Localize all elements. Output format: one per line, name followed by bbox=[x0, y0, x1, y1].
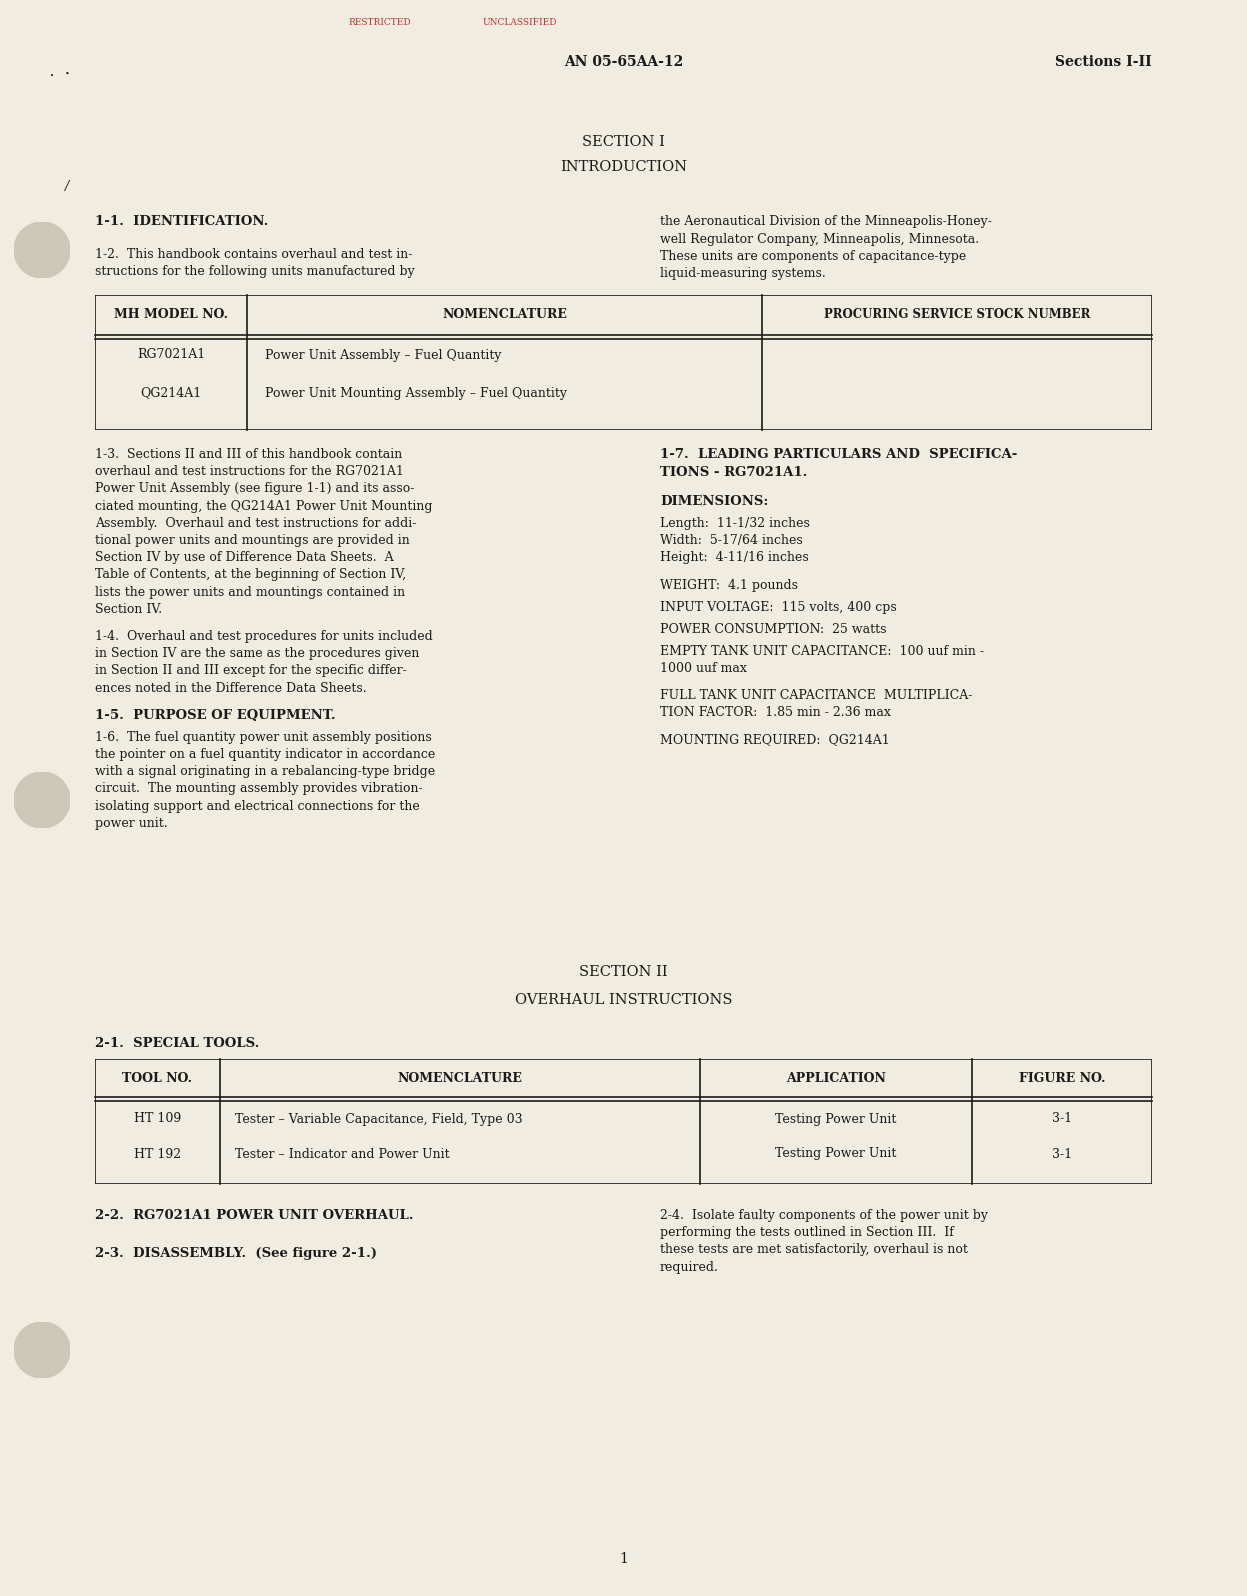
Text: Power Unit Mounting Assembly – Fuel Quantity: Power Unit Mounting Assembly – Fuel Quan… bbox=[266, 386, 567, 399]
Text: tional power units and mountings are provided in: tional power units and mountings are pro… bbox=[95, 535, 410, 547]
Text: 2-1.  SPECIAL TOOLS.: 2-1. SPECIAL TOOLS. bbox=[95, 1037, 259, 1050]
Text: 1000 uuf max: 1000 uuf max bbox=[660, 662, 747, 675]
Text: Width:  5-17/64 inches: Width: 5-17/64 inches bbox=[660, 535, 803, 547]
Text: 2-4.  Isolate faulty components of the power unit by: 2-4. Isolate faulty components of the po… bbox=[660, 1210, 988, 1223]
Text: 1-4.  Overhaul and test procedures for units included: 1-4. Overhaul and test procedures for un… bbox=[95, 630, 433, 643]
Text: WEIGHT:  4.1 pounds: WEIGHT: 4.1 pounds bbox=[660, 579, 798, 592]
Text: •: • bbox=[65, 70, 70, 78]
Text: APPLICATION: APPLICATION bbox=[786, 1071, 885, 1085]
Text: liquid-measuring systems.: liquid-measuring systems. bbox=[660, 268, 826, 281]
Circle shape bbox=[14, 1321, 70, 1377]
Text: well Regulator Company, Minneapolis, Minnesota.: well Regulator Company, Minneapolis, Min… bbox=[660, 233, 979, 246]
Text: FIGURE NO.: FIGURE NO. bbox=[1019, 1071, 1105, 1085]
Text: Assembly.  Overhaul and test instructions for addi-: Assembly. Overhaul and test instructions… bbox=[95, 517, 416, 530]
Text: 1-3.  Sections II and III of this handbook contain: 1-3. Sections II and III of this handboo… bbox=[95, 448, 403, 461]
Text: TIONS - RG7021A1.: TIONS - RG7021A1. bbox=[660, 466, 807, 479]
Text: PROCURING SERVICE STOCK NUMBER: PROCURING SERVICE STOCK NUMBER bbox=[824, 308, 1090, 321]
Text: NOMENCLATURE: NOMENCLATURE bbox=[398, 1071, 522, 1085]
Text: 3-1: 3-1 bbox=[1052, 1148, 1072, 1160]
Text: NOMENCLATURE: NOMENCLATURE bbox=[443, 308, 567, 321]
Text: POWER CONSUMPTION:  25 watts: POWER CONSUMPTION: 25 watts bbox=[660, 622, 887, 635]
Circle shape bbox=[14, 772, 70, 828]
Text: lists the power units and mountings contained in: lists the power units and mountings cont… bbox=[95, 586, 405, 598]
Text: isolating support and electrical connections for the: isolating support and electrical connect… bbox=[95, 800, 420, 812]
Text: /: / bbox=[65, 180, 70, 193]
Text: AN 05-65AA-12: AN 05-65AA-12 bbox=[564, 54, 683, 69]
Text: TOOL NO.: TOOL NO. bbox=[122, 1071, 192, 1085]
Text: overhaul and test instructions for the RG7021A1: overhaul and test instructions for the R… bbox=[95, 464, 404, 479]
Text: EMPTY TANK UNIT CAPACITANCE:  100 uuf min -: EMPTY TANK UNIT CAPACITANCE: 100 uuf min… bbox=[660, 645, 984, 658]
Text: HT 192: HT 192 bbox=[133, 1148, 181, 1160]
Text: required.: required. bbox=[660, 1261, 718, 1274]
Text: RG7021A1: RG7021A1 bbox=[137, 348, 205, 362]
Text: these tests are met satisfactorily, overhaul is not: these tests are met satisfactorily, over… bbox=[660, 1243, 968, 1256]
Text: Section IV by use of Difference Data Sheets.  A: Section IV by use of Difference Data She… bbox=[95, 551, 394, 565]
Text: MH MODEL NO.: MH MODEL NO. bbox=[113, 308, 228, 321]
Text: 2-3.  DISASSEMBLY.  (See figure 2-1.): 2-3. DISASSEMBLY. (See figure 2-1.) bbox=[95, 1246, 377, 1259]
Text: Testing Power Unit: Testing Power Unit bbox=[776, 1148, 897, 1160]
Text: power unit.: power unit. bbox=[95, 817, 167, 830]
Text: 1-5.  PURPOSE OF EQUIPMENT.: 1-5. PURPOSE OF EQUIPMENT. bbox=[95, 709, 335, 721]
Text: RESTRICTED: RESTRICTED bbox=[349, 18, 412, 27]
Text: Power Unit Assembly (see figure 1-1) and its asso-: Power Unit Assembly (see figure 1-1) and… bbox=[95, 482, 414, 495]
Text: FULL TANK UNIT CAPACITANCE  MULTIPLICA-: FULL TANK UNIT CAPACITANCE MULTIPLICA- bbox=[660, 689, 973, 702]
Text: the Aeronautical Division of the Minneapolis-Honey-: the Aeronautical Division of the Minneap… bbox=[660, 215, 991, 228]
Text: in Section II and III except for the specific differ-: in Section II and III except for the spe… bbox=[95, 664, 407, 677]
Text: ences noted in the Difference Data Sheets.: ences noted in the Difference Data Sheet… bbox=[95, 681, 367, 694]
Text: structions for the following units manufactured by: structions for the following units manuf… bbox=[95, 265, 415, 278]
Text: DIMENSIONS:: DIMENSIONS: bbox=[660, 495, 768, 508]
Text: INTRODUCTION: INTRODUCTION bbox=[560, 160, 687, 174]
Text: Power Unit Assembly – Fuel Quantity: Power Unit Assembly – Fuel Quantity bbox=[266, 348, 501, 362]
Text: Section IV.: Section IV. bbox=[95, 603, 162, 616]
Text: Testing Power Unit: Testing Power Unit bbox=[776, 1112, 897, 1125]
Text: 1-7.  LEADING PARTICULARS AND  SPECIFICA-: 1-7. LEADING PARTICULARS AND SPECIFICA- bbox=[660, 448, 1018, 461]
Text: 3-1: 3-1 bbox=[1052, 1112, 1072, 1125]
Text: SECTION I: SECTION I bbox=[582, 136, 665, 148]
Text: in Section IV are the same as the procedures given: in Section IV are the same as the proced… bbox=[95, 648, 419, 661]
Text: performing the tests outlined in Section III.  If: performing the tests outlined in Section… bbox=[660, 1226, 954, 1238]
Text: TION FACTOR:  1.85 min - 2.36 max: TION FACTOR: 1.85 min - 2.36 max bbox=[660, 705, 890, 720]
Text: ciated mounting, the QG214A1 Power Unit Mounting: ciated mounting, the QG214A1 Power Unit … bbox=[95, 500, 433, 512]
Text: 1-6.  The fuel quantity power unit assembly positions: 1-6. The fuel quantity power unit assemb… bbox=[95, 731, 431, 744]
Text: SECTION II: SECTION II bbox=[579, 966, 668, 978]
Text: circuit.  The mounting assembly provides vibration-: circuit. The mounting assembly provides … bbox=[95, 782, 423, 795]
Text: Tester – Variable Capacitance, Field, Type 03: Tester – Variable Capacitance, Field, Ty… bbox=[234, 1112, 522, 1125]
Text: the pointer on a fuel quantity indicator in accordance: the pointer on a fuel quantity indicator… bbox=[95, 749, 435, 761]
Text: 2-2.  RG7021A1 POWER UNIT OVERHAUL.: 2-2. RG7021A1 POWER UNIT OVERHAUL. bbox=[95, 1210, 414, 1223]
Text: MOUNTING REQUIRED:  QG214A1: MOUNTING REQUIRED: QG214A1 bbox=[660, 734, 890, 747]
Text: Tester – Indicator and Power Unit: Tester – Indicator and Power Unit bbox=[234, 1148, 450, 1160]
Text: HT 109: HT 109 bbox=[133, 1112, 181, 1125]
Text: Height:  4-11/16 inches: Height: 4-11/16 inches bbox=[660, 551, 809, 565]
Text: Sections I-II: Sections I-II bbox=[1055, 54, 1152, 69]
Text: •: • bbox=[50, 72, 54, 80]
Circle shape bbox=[14, 222, 70, 278]
Text: OVERHAUL INSTRUCTIONS: OVERHAUL INSTRUCTIONS bbox=[515, 993, 732, 1007]
Text: 1-1.  IDENTIFICATION.: 1-1. IDENTIFICATION. bbox=[95, 215, 268, 228]
Text: Length:  11-1/32 inches: Length: 11-1/32 inches bbox=[660, 517, 809, 530]
Text: INPUT VOLTAGE:  115 volts, 400 cps: INPUT VOLTAGE: 115 volts, 400 cps bbox=[660, 600, 897, 613]
Text: Table of Contents, at the beginning of Section IV,: Table of Contents, at the beginning of S… bbox=[95, 568, 407, 581]
Text: UNCLASSIFIED: UNCLASSIFIED bbox=[483, 18, 557, 27]
Text: 1-2.  This handbook contains overhaul and test in-: 1-2. This handbook contains overhaul and… bbox=[95, 247, 413, 262]
Text: QG214A1: QG214A1 bbox=[141, 386, 202, 399]
Text: 1: 1 bbox=[619, 1551, 628, 1566]
Text: These units are components of capacitance-type: These units are components of capacitanc… bbox=[660, 251, 966, 263]
Text: with a signal originating in a rebalancing-type bridge: with a signal originating in a rebalanci… bbox=[95, 764, 435, 779]
